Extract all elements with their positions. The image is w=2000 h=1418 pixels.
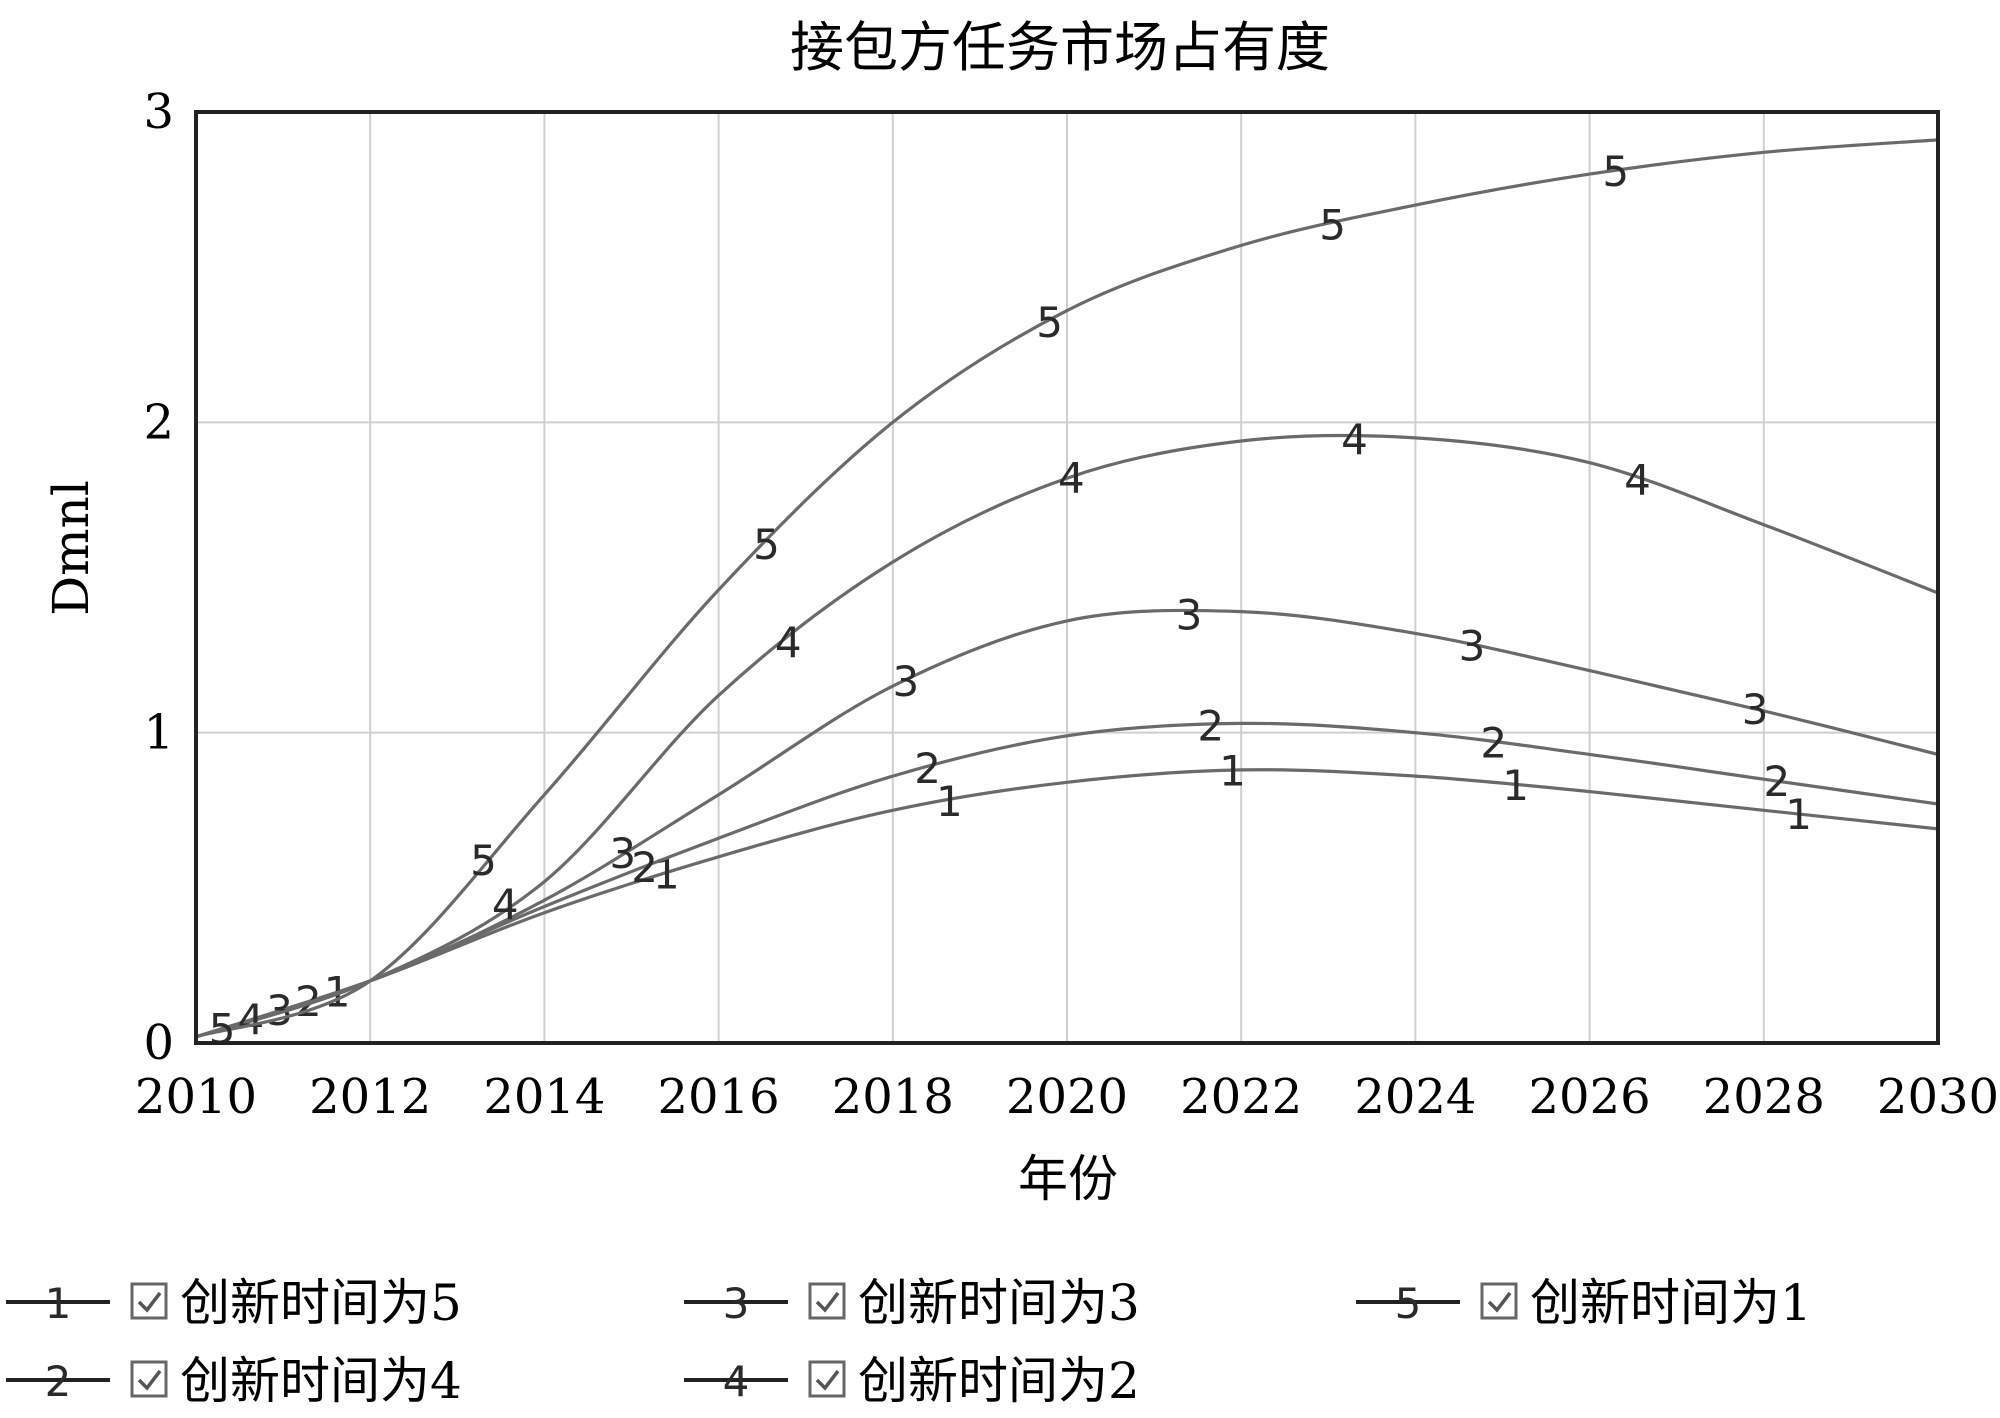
check-icon xyxy=(137,1369,162,1391)
checkbox-box xyxy=(130,1282,168,1320)
x-axis-label: 年份 xyxy=(1018,1150,1118,1208)
series-3-marker: 3 xyxy=(1742,685,1769,734)
checkbox-box xyxy=(808,1282,846,1320)
x-tick-labels: 2010 2012 2014 2016 2018 2020 2022 2024 2026 2028… xyxy=(135,1069,1999,1125)
series-2-marker: 2 xyxy=(1480,718,1507,767)
plot-frame xyxy=(194,110,1940,1045)
legend: 1 创新时间为5 3 创新时间为3 5 创新时间为1 2 创新时间为4 4 创新时间为2 xyxy=(6,1274,1812,1410)
legend-label: 创新时间为4 xyxy=(180,1352,462,1410)
series-2-marker: 2 xyxy=(631,843,658,892)
series-5-marker: 5 xyxy=(753,520,780,569)
legend-item-5[interactable]: 5 创新时间为1 xyxy=(1356,1274,1812,1332)
series-5-marker: 5 xyxy=(1036,298,1063,347)
check-icon xyxy=(815,1369,840,1391)
check-icon xyxy=(1487,1291,1512,1313)
series-line-1 xyxy=(195,768,1939,1039)
checkbox-box xyxy=(1480,1282,1518,1320)
series-1-marker: 1 xyxy=(1502,761,1529,810)
legend-item-1[interactable]: 1 创新时间为5 xyxy=(6,1274,462,1332)
legend-item-4[interactable]: 4 创新时间为2 xyxy=(684,1352,1140,1410)
legend-checkbox[interactable] xyxy=(130,1360,168,1398)
x-tick-label-2028: 2028 xyxy=(1703,1069,1825,1125)
legend-item-3[interactable]: 3 创新时间为3 xyxy=(684,1274,1140,1332)
legend-label: 创新时间为5 xyxy=(180,1274,462,1332)
series-1-marker: 1 xyxy=(936,777,963,826)
legend-label: 创新时间为3 xyxy=(858,1274,1140,1332)
series-4-marker: 4 xyxy=(492,880,519,929)
x-tick-label-2024: 2024 xyxy=(1354,1069,1476,1125)
x-tick-label-2020: 2020 xyxy=(1006,1069,1128,1125)
x-tick-label-2022: 2022 xyxy=(1180,1069,1302,1125)
series-5-marker: 5 xyxy=(209,1004,236,1053)
legend-marker: 4 xyxy=(723,1357,750,1406)
series-4-marker: 4 xyxy=(238,995,265,1044)
series-line-3 xyxy=(195,608,1939,1039)
series-2-marker: 2 xyxy=(914,744,941,793)
series-5-marker: 5 xyxy=(1319,200,1346,249)
y-tick-label-1: 1 xyxy=(143,705,174,761)
y-tick-label-3: 3 xyxy=(143,84,174,140)
x-tick-label-2030: 2030 xyxy=(1877,1069,1999,1125)
y-tick-label-0: 0 xyxy=(143,1015,174,1071)
series-3-marker: 3 xyxy=(1459,621,1486,670)
checkbox-box xyxy=(808,1360,846,1398)
y-tick-label-2: 2 xyxy=(143,394,174,450)
legend-checkbox[interactable] xyxy=(130,1282,168,1320)
x-tick-label-2016: 2016 xyxy=(658,1069,780,1125)
series-line-5 xyxy=(195,138,1939,1039)
legend-marker: 3 xyxy=(723,1279,750,1328)
series-line-2 xyxy=(195,721,1939,1039)
x-tick-label-2012: 2012 xyxy=(309,1069,431,1125)
legend-marker: 5 xyxy=(1395,1279,1422,1328)
check-icon xyxy=(137,1291,162,1313)
legend-marker: 2 xyxy=(45,1357,72,1406)
series-3-marker: 3 xyxy=(609,829,636,878)
check-icon xyxy=(815,1291,840,1313)
series-4-marker: 4 xyxy=(1624,456,1651,505)
x-tick-label-2018: 2018 xyxy=(832,1069,954,1125)
legend-checkbox[interactable] xyxy=(808,1360,846,1398)
x-tick-label-2010: 2010 xyxy=(135,1069,257,1125)
series-4-marker: 4 xyxy=(1341,415,1368,464)
series-2-marker: 2 xyxy=(1763,757,1790,806)
series-5-marker: 5 xyxy=(470,836,497,885)
y-axis-label: Dmnl xyxy=(42,480,100,616)
legend-checkbox[interactable] xyxy=(808,1282,846,1320)
series-3-marker: 3 xyxy=(1176,590,1203,639)
series-5-marker: 5 xyxy=(1602,147,1629,196)
series-line-4 xyxy=(195,433,1939,1039)
x-tick-label-2014: 2014 xyxy=(483,1069,605,1125)
legend-label: 创新时间为1 xyxy=(1530,1274,1812,1332)
checkbox-box xyxy=(130,1360,168,1398)
series-3-marker: 3 xyxy=(892,657,919,706)
legend-label: 创新时间为2 xyxy=(858,1352,1140,1410)
y-tick-labels: 0 1 2 3 xyxy=(143,84,174,1071)
x-tick-label-2026: 2026 xyxy=(1529,1069,1651,1125)
series-4-marker: 4 xyxy=(1058,453,1085,502)
series-2-marker: 2 xyxy=(1197,702,1224,751)
chart-title: 接包方任务市场占有度 xyxy=(790,16,1330,79)
legend-item-2[interactable]: 2 创新时间为4 xyxy=(6,1352,462,1410)
series-1-marker: 1 xyxy=(1219,747,1246,796)
grid xyxy=(195,111,1939,1044)
legend-marker: 1 xyxy=(45,1279,72,1328)
series-1-marker: 1 xyxy=(1785,790,1812,839)
legend-checkbox[interactable] xyxy=(1480,1282,1518,1320)
series-4-marker: 4 xyxy=(775,618,802,667)
